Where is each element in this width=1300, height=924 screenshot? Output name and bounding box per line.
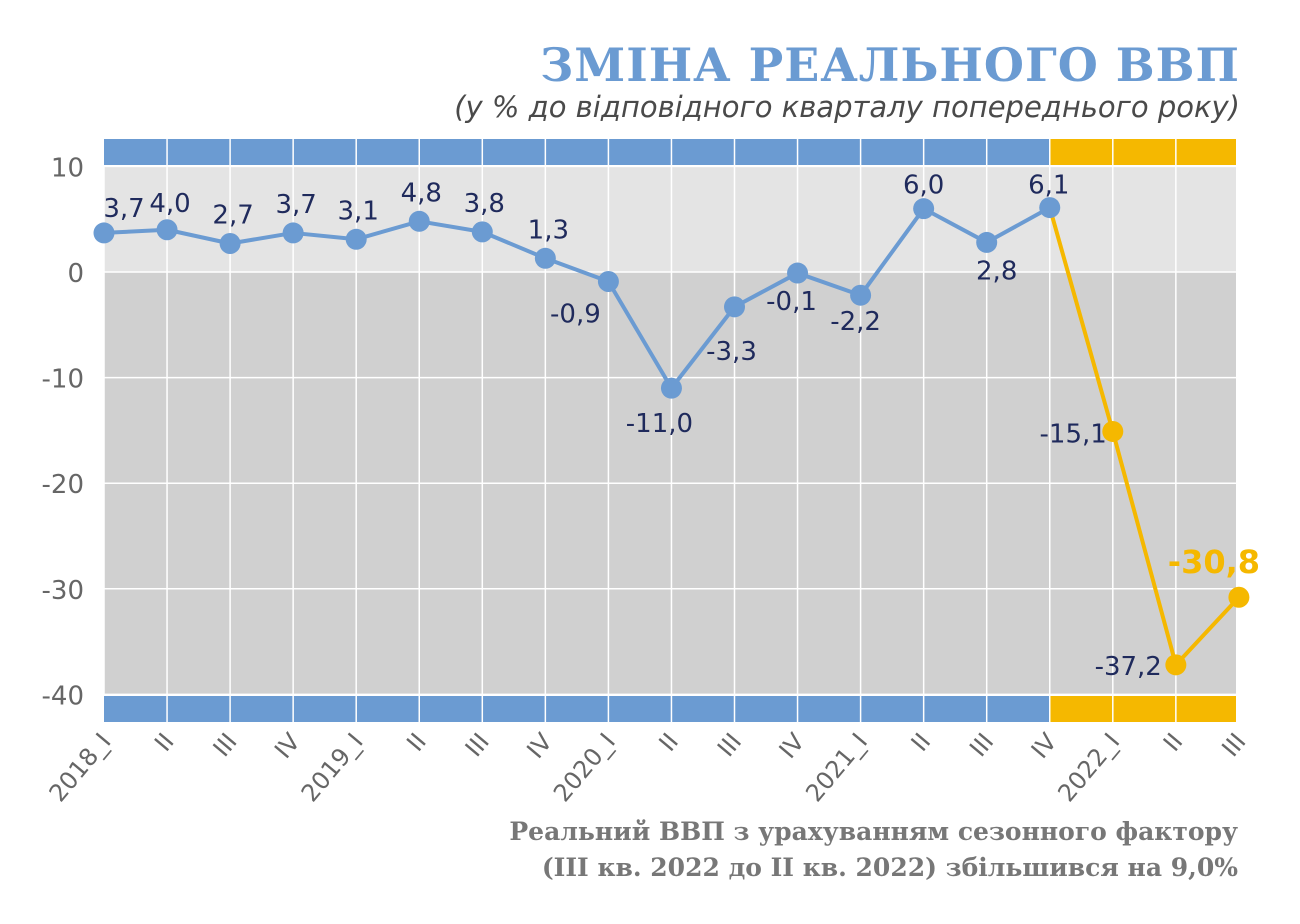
chart-subtitle: (у % до відповідного кварталу попередньо… [454,90,1240,124]
x-tick-label: IV [774,727,811,763]
x-tick-label: II [149,728,180,757]
data-label: 3,7 [275,190,316,220]
data-point [156,219,178,241]
top-bar-yellow [1049,139,1236,165]
x-tick-label: III [208,728,243,762]
data-point [1039,197,1061,219]
data-label: 4,8 [401,178,442,208]
data-point [1228,586,1250,608]
x-tick-label: III [460,728,495,762]
data-point [282,222,304,244]
data-point [1102,420,1124,442]
footnote-line-1: Реальний ВВП з урахуванням сезонного фак… [509,817,1238,846]
x-tick-label: 2019_I [296,728,369,807]
x-tick-label: II [906,728,937,757]
top-bar-blue [104,139,1050,165]
series-line-blue [103,205,1051,391]
y-tick-label: 10 [51,153,84,183]
data-point [471,221,493,243]
data-point [345,228,367,250]
data-label: -15,1 [1040,419,1107,449]
data-label: -0,9 [550,300,601,330]
data-point [93,222,115,244]
data-point [1165,654,1187,676]
series-line-yellow [1047,207,1241,667]
y-tick-label: 0 [67,259,84,289]
bottom-bar-yellow [1049,696,1236,722]
y-tick-label: -40 [42,681,84,711]
x-tick-label: IV [269,727,306,763]
x-tick-label: IV [521,727,558,763]
data-point [597,271,619,293]
x-tick-label: II [1158,728,1189,757]
data-label: -37,2 [1095,652,1162,682]
x-tick-label: III [712,728,747,762]
data-label: -0,1 [766,287,817,317]
data-label: 3,7 [103,194,144,224]
data-point [534,247,556,269]
x-tick-label: 2018_I [44,728,117,807]
data-label: -11,0 [626,409,693,439]
data-label: -30,8 [1168,543,1260,581]
data-point [660,377,682,399]
data-label: 6,0 [903,171,944,201]
data-label: 3,1 [338,196,379,226]
seasonal-adjustment-note: Реальний ВВП з урахуванням сезонного фак… [509,814,1238,886]
data-label: -2,2 [830,307,881,337]
x-tick-label: 2020_I [548,728,621,807]
chart-title: ЗМІНА РЕАЛЬНОГО ВВП [540,38,1240,92]
data-point [787,262,809,284]
data-point [850,284,872,306]
x-tick-label: IV [1026,727,1063,763]
data-label: -3,3 [706,337,757,367]
y-tick-label: -20 [42,470,84,500]
x-tick-label: III [1216,728,1251,762]
data-label: 1,3 [528,215,569,245]
data-point [219,232,241,254]
x-tick-label: 2022_I [1052,728,1125,807]
x-tick-label: II [653,728,684,757]
data-point [408,210,430,232]
footnote-line-2: (III кв. 2022 до II кв. 2022) збільшився… [541,853,1238,882]
data-label: 4,0 [149,189,190,219]
data-point [976,231,998,253]
bottom-bar-blue [104,696,1050,722]
data-label: 2,7 [212,200,253,230]
y-tick-label: -10 [42,365,84,395]
x-tick-label: III [964,728,999,762]
x-tick-label: II [401,728,432,757]
data-point [913,198,935,220]
y-tick-label: -30 [42,576,84,606]
data-label: 6,1 [1028,171,1069,201]
x-tick-label: 2021_I [800,728,873,807]
data-label: 2,8 [976,256,1017,286]
data-point [724,296,745,318]
data-label: 3,8 [464,189,505,219]
